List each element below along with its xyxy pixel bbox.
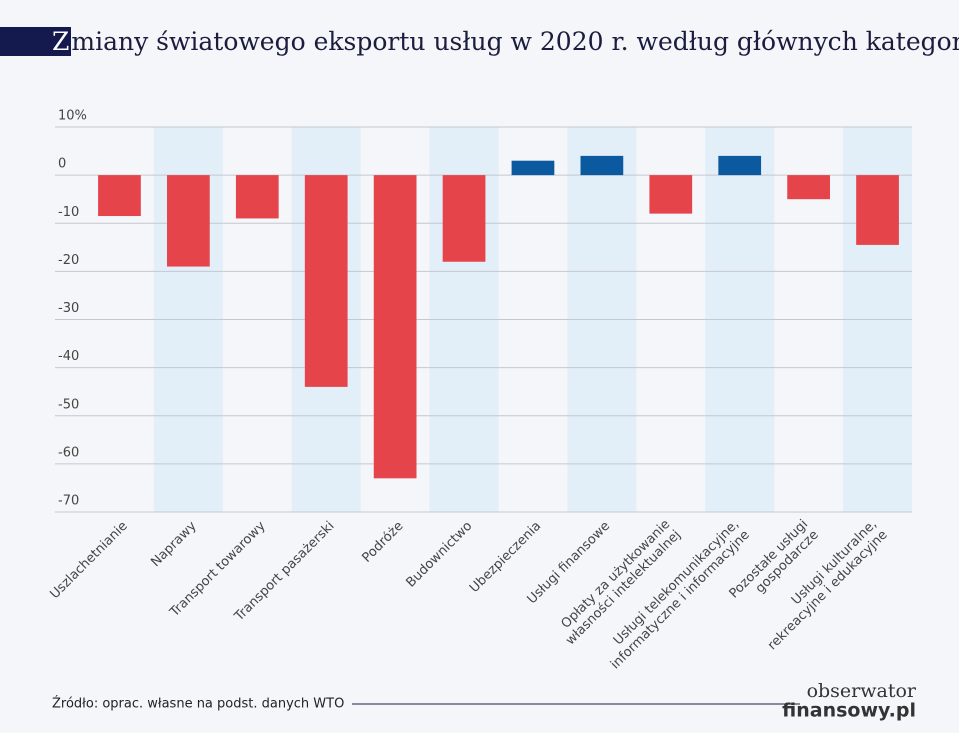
bar bbox=[580, 155, 624, 176]
bar bbox=[304, 175, 348, 387]
bar bbox=[511, 160, 555, 176]
x-tick-label: Budownictwo bbox=[403, 519, 475, 591]
bar bbox=[167, 175, 210, 267]
y-tick-label: 10% bbox=[58, 109, 87, 124]
y-tick-label: -60 bbox=[58, 445, 79, 460]
bar bbox=[649, 175, 693, 214]
bar bbox=[787, 175, 830, 200]
bar bbox=[373, 175, 417, 479]
bar bbox=[718, 155, 762, 176]
x-tick-label: Podróże bbox=[359, 519, 406, 566]
x-tick-label: Usługi kulturalne,rekreacyjne i edukacyj… bbox=[754, 517, 890, 653]
logo: obserwator bbox=[807, 680, 917, 702]
y-tick-label: -10 bbox=[58, 205, 79, 220]
y-tick-label: -50 bbox=[58, 397, 79, 412]
source: Źródło: oprac. własne na podst. danych W… bbox=[52, 696, 344, 712]
y-tick-label: -30 bbox=[58, 301, 79, 316]
chart-title: Zmiany światowego eksportu usług w 2020 … bbox=[52, 27, 959, 56]
bar bbox=[856, 175, 899, 245]
y-tick-label: -20 bbox=[58, 253, 79, 268]
x-tick-label: Naprawy bbox=[148, 518, 200, 570]
x-tick-label: Opłaty za użytkowaniewłasności intelektu… bbox=[552, 517, 683, 648]
y-tick-label: 0 bbox=[58, 157, 66, 172]
bar bbox=[98, 175, 141, 217]
bar bbox=[442, 175, 486, 262]
y-tick-label: -40 bbox=[58, 349, 79, 364]
y-tick-label: -70 bbox=[58, 494, 79, 509]
x-tick-label: Ubezpieczenia bbox=[467, 519, 544, 596]
logo: finansowy.pl bbox=[782, 700, 916, 722]
x-tick-label: Uszlachetnianie bbox=[47, 519, 130, 602]
bar bbox=[235, 175, 279, 219]
